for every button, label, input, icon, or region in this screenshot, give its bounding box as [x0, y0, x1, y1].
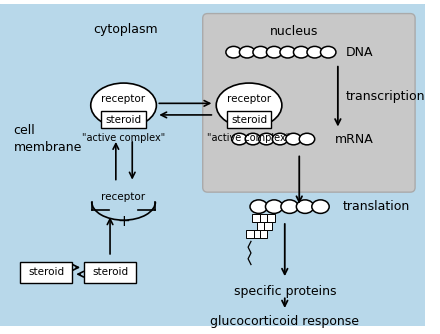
Text: steroid: steroid: [92, 267, 128, 277]
FancyBboxPatch shape: [203, 14, 415, 192]
Text: receptor: receptor: [227, 94, 271, 104]
Text: receptor: receptor: [102, 94, 146, 104]
FancyBboxPatch shape: [0, 2, 429, 328]
Text: receptor: receptor: [102, 192, 146, 202]
FancyBboxPatch shape: [260, 214, 268, 222]
FancyBboxPatch shape: [252, 230, 260, 237]
Text: translation: translation: [343, 200, 410, 213]
FancyBboxPatch shape: [101, 111, 146, 129]
Text: steroid: steroid: [231, 115, 267, 125]
Text: +: +: [117, 214, 130, 228]
Text: glucocorticoid response: glucocorticoid response: [210, 315, 359, 328]
FancyBboxPatch shape: [246, 230, 254, 237]
Ellipse shape: [280, 46, 295, 58]
Ellipse shape: [250, 200, 268, 213]
Text: "active complex": "active complex": [207, 133, 291, 143]
Ellipse shape: [259, 133, 274, 145]
Ellipse shape: [267, 46, 282, 58]
Ellipse shape: [253, 46, 268, 58]
FancyBboxPatch shape: [264, 222, 272, 230]
Ellipse shape: [293, 46, 309, 58]
Ellipse shape: [281, 200, 298, 213]
Text: steroid: steroid: [28, 267, 64, 277]
FancyBboxPatch shape: [84, 262, 136, 283]
Ellipse shape: [216, 83, 282, 128]
Ellipse shape: [91, 83, 156, 128]
Text: cytoplasm: cytoplasm: [93, 23, 158, 36]
Text: "active complex": "active complex": [82, 133, 165, 143]
FancyBboxPatch shape: [257, 222, 264, 230]
Text: DNA: DNA: [345, 46, 373, 59]
Ellipse shape: [297, 200, 314, 213]
Text: cell
membrane: cell membrane: [14, 124, 82, 154]
FancyBboxPatch shape: [227, 111, 271, 129]
Ellipse shape: [320, 46, 336, 58]
Ellipse shape: [245, 133, 260, 145]
Text: steroid: steroid: [106, 115, 142, 125]
Ellipse shape: [239, 46, 255, 58]
FancyBboxPatch shape: [260, 230, 268, 237]
Ellipse shape: [265, 200, 283, 213]
Text: nucleus: nucleus: [270, 25, 319, 38]
Ellipse shape: [286, 133, 301, 145]
Ellipse shape: [299, 133, 315, 145]
Ellipse shape: [226, 46, 241, 58]
Ellipse shape: [312, 200, 329, 213]
Text: transcription: transcription: [345, 90, 425, 103]
Text: specific proteins: specific proteins: [234, 285, 336, 298]
Ellipse shape: [272, 133, 288, 145]
FancyBboxPatch shape: [268, 214, 275, 222]
Ellipse shape: [307, 46, 323, 58]
Text: mRNA: mRNA: [335, 133, 374, 146]
FancyBboxPatch shape: [252, 214, 260, 222]
FancyBboxPatch shape: [20, 262, 73, 283]
Ellipse shape: [232, 133, 247, 145]
